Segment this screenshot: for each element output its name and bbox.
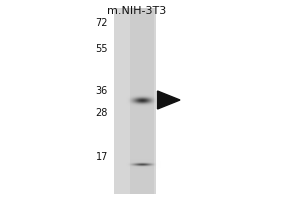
Text: 17: 17 bbox=[96, 152, 108, 162]
Polygon shape bbox=[158, 91, 180, 109]
Text: m.NIH-3T3: m.NIH-3T3 bbox=[107, 6, 166, 16]
Text: 72: 72 bbox=[95, 18, 108, 28]
Text: 28: 28 bbox=[96, 108, 108, 118]
Text: 36: 36 bbox=[96, 86, 108, 96]
Text: 55: 55 bbox=[95, 44, 108, 54]
